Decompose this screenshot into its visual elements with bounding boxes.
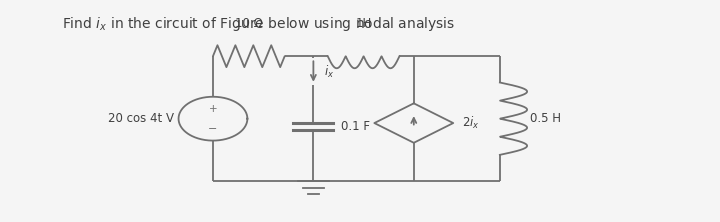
Text: 0.5 H: 0.5 H: [530, 112, 561, 125]
Text: +: +: [209, 104, 217, 114]
Text: 0.1 F: 0.1 F: [341, 120, 369, 133]
Text: 20 cos 4t V: 20 cos 4t V: [107, 112, 174, 125]
Text: Find $i_x$ in the circuit of Figure below using nodal analysis: Find $i_x$ in the circuit of Figure belo…: [63, 15, 456, 33]
Text: 1H: 1H: [356, 17, 372, 30]
Text: $i_x$: $i_x$: [324, 63, 334, 80]
Text: 10 Ω: 10 Ω: [235, 17, 263, 30]
Text: −: −: [208, 123, 217, 134]
Text: 2$i_x$: 2$i_x$: [462, 115, 480, 131]
